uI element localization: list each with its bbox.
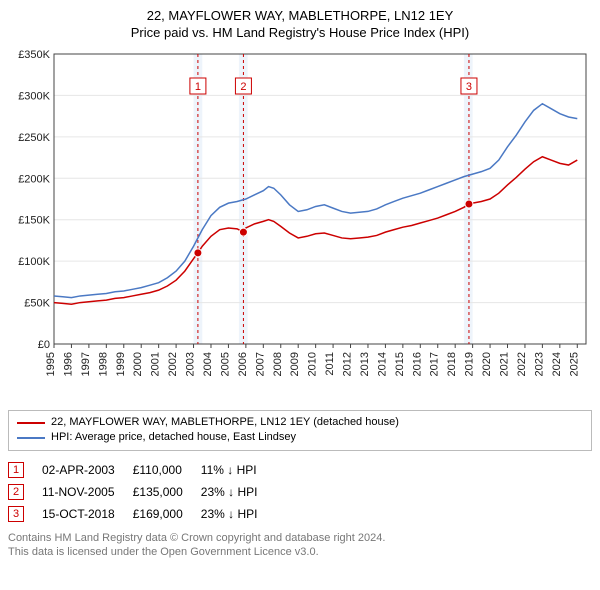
svg-text:£250K: £250K	[18, 132, 50, 144]
sale-delta: 23% ↓ HPI	[201, 481, 276, 503]
footer-line-1: Contains HM Land Registry data © Crown c…	[8, 531, 592, 545]
legend: 22, MAYFLOWER WAY, MABLETHORPE, LN12 1EY…	[8, 410, 592, 451]
svg-text:£200K: £200K	[18, 173, 50, 185]
chart-subtitle: Price paid vs. HM Land Registry's House …	[8, 25, 592, 40]
legend-label-property: 22, MAYFLOWER WAY, MABLETHORPE, LN12 1EY…	[51, 415, 399, 430]
sale-delta: 11% ↓ HPI	[201, 459, 276, 481]
svg-text:2: 2	[240, 81, 246, 93]
svg-text:1997: 1997	[80, 352, 92, 376]
table-row: 2 11-NOV-2005£135,00023% ↓ HPI	[8, 481, 275, 503]
footer-line-2: This data is licensed under the Open Gov…	[8, 545, 592, 559]
sale-date: 11-NOV-2005	[42, 481, 133, 503]
svg-text:2001: 2001	[150, 352, 162, 376]
table-row: 1 02-APR-2003£110,00011% ↓ HPI	[8, 459, 275, 481]
svg-text:2022: 2022	[516, 352, 528, 376]
svg-text:3: 3	[466, 81, 472, 93]
svg-text:2015: 2015	[394, 352, 406, 376]
svg-text:2002: 2002	[167, 352, 179, 376]
svg-text:1999: 1999	[115, 352, 127, 376]
svg-text:2024: 2024	[551, 352, 563, 376]
footer-attribution: Contains HM Land Registry data © Crown c…	[8, 531, 592, 560]
sale-badge: 3	[8, 506, 24, 522]
chart-title: 22, MAYFLOWER WAY, MABLETHORPE, LN12 1EY	[8, 8, 592, 25]
chart-area: £0 £50K £100K £150K £200K £250K £300K £350K 1995…	[8, 44, 592, 404]
sale-price: £169,000	[133, 503, 201, 525]
svg-text:£350K: £350K	[18, 49, 50, 61]
sale-marker	[194, 249, 202, 257]
svg-text:2005: 2005	[219, 352, 231, 376]
svg-text:2011: 2011	[324, 352, 336, 376]
svg-text:2016: 2016	[411, 352, 423, 376]
svg-text:2008: 2008	[272, 352, 284, 376]
svg-text:2018: 2018	[446, 352, 458, 376]
svg-text:£0: £0	[38, 339, 50, 351]
sales-table: 1 02-APR-2003£110,00011% ↓ HPI 2 11-NOV-200…	[8, 459, 275, 525]
legend-item-property: 22, MAYFLOWER WAY, MABLETHORPE, LN12 1EY…	[17, 415, 583, 430]
svg-text:1995: 1995	[45, 352, 57, 376]
svg-text:2000: 2000	[132, 352, 144, 376]
svg-text:2006: 2006	[237, 352, 249, 376]
svg-text:2012: 2012	[342, 352, 354, 376]
svg-text:2014: 2014	[376, 352, 388, 376]
sale-badge: 1	[8, 462, 24, 478]
legend-swatch-property	[17, 422, 45, 424]
sale-delta: 23% ↓ HPI	[201, 503, 276, 525]
sale-price: £135,000	[133, 481, 201, 503]
svg-text:£50K: £50K	[24, 297, 50, 309]
svg-text:2019: 2019	[464, 352, 476, 376]
legend-item-hpi: HPI: Average price, detached house, East…	[17, 430, 583, 445]
svg-text:2003: 2003	[185, 352, 197, 376]
line-chart: £0 £50K £100K £150K £200K £250K £300K £350K 1995…	[8, 44, 592, 404]
svg-text:£150K: £150K	[18, 215, 50, 227]
svg-text:2007: 2007	[254, 352, 266, 376]
sale-badge: 2	[8, 484, 24, 500]
svg-text:2017: 2017	[429, 352, 441, 376]
svg-text:1998: 1998	[97, 352, 109, 376]
svg-text:1: 1	[195, 81, 201, 93]
sale-date: 15-OCT-2018	[42, 503, 133, 525]
svg-text:1996: 1996	[62, 352, 74, 376]
svg-text:£100K: £100K	[18, 256, 50, 268]
sale-marker	[465, 200, 473, 208]
svg-text:£300K: £300K	[18, 90, 50, 102]
svg-text:2021: 2021	[499, 352, 511, 376]
svg-text:2009: 2009	[289, 352, 301, 376]
svg-text:2004: 2004	[202, 352, 214, 376]
sale-marker	[239, 228, 247, 236]
legend-label-hpi: HPI: Average price, detached house, East…	[51, 430, 296, 445]
sale-date: 02-APR-2003	[42, 459, 133, 481]
table-row: 3 15-OCT-2018£169,00023% ↓ HPI	[8, 503, 275, 525]
svg-text:2013: 2013	[359, 352, 371, 376]
svg-text:2020: 2020	[481, 352, 493, 376]
svg-text:2023: 2023	[533, 352, 545, 376]
svg-text:2025: 2025	[568, 352, 580, 376]
legend-swatch-hpi	[17, 437, 45, 439]
sale-price: £110,000	[133, 459, 201, 481]
svg-text:2010: 2010	[307, 352, 319, 376]
